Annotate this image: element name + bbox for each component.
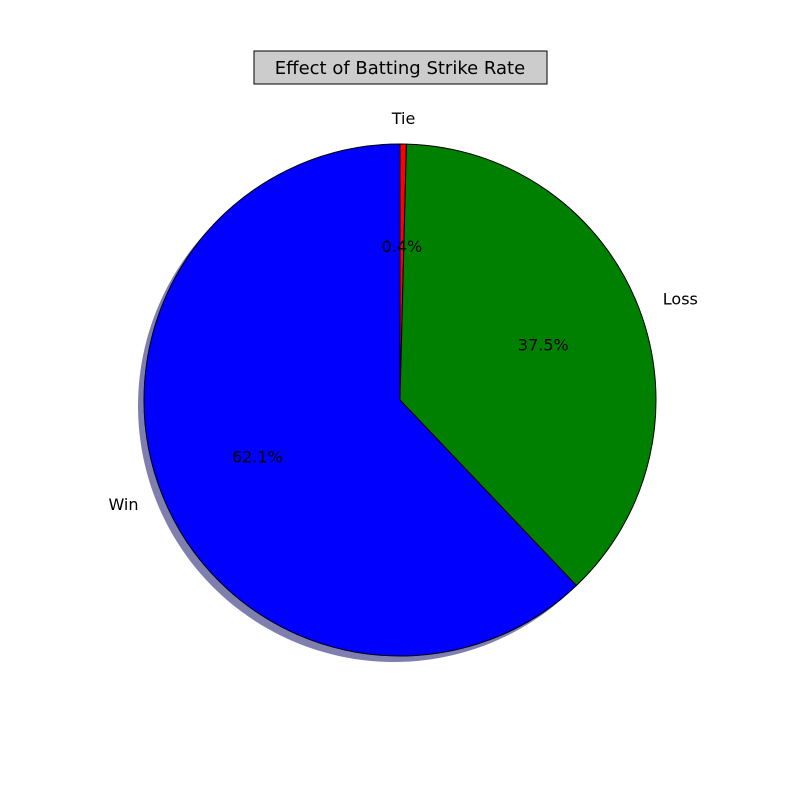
chart-title-group: Effect of Batting Strike Rate bbox=[253, 50, 548, 85]
chart-title: Effect of Batting Strike Rate bbox=[275, 58, 525, 79]
pie-label-win: Win bbox=[108, 495, 138, 514]
pie-slice-loss bbox=[399, 143, 657, 587]
pie-slice-win bbox=[143, 143, 577, 657]
pie-label-loss: Loss bbox=[663, 289, 698, 308]
pie-labels: Tie 0.4% Loss 37.5% Win 62.1% bbox=[108, 109, 697, 514]
pie-slices bbox=[143, 143, 657, 657]
chart-title-box bbox=[253, 50, 548, 85]
pie-label-tie: Tie bbox=[391, 109, 416, 128]
pie-percent-win: 62.1% bbox=[232, 447, 283, 466]
pie-percent-loss: 37.5% bbox=[518, 335, 569, 354]
pie-percent-tie: 0.4% bbox=[382, 237, 423, 256]
